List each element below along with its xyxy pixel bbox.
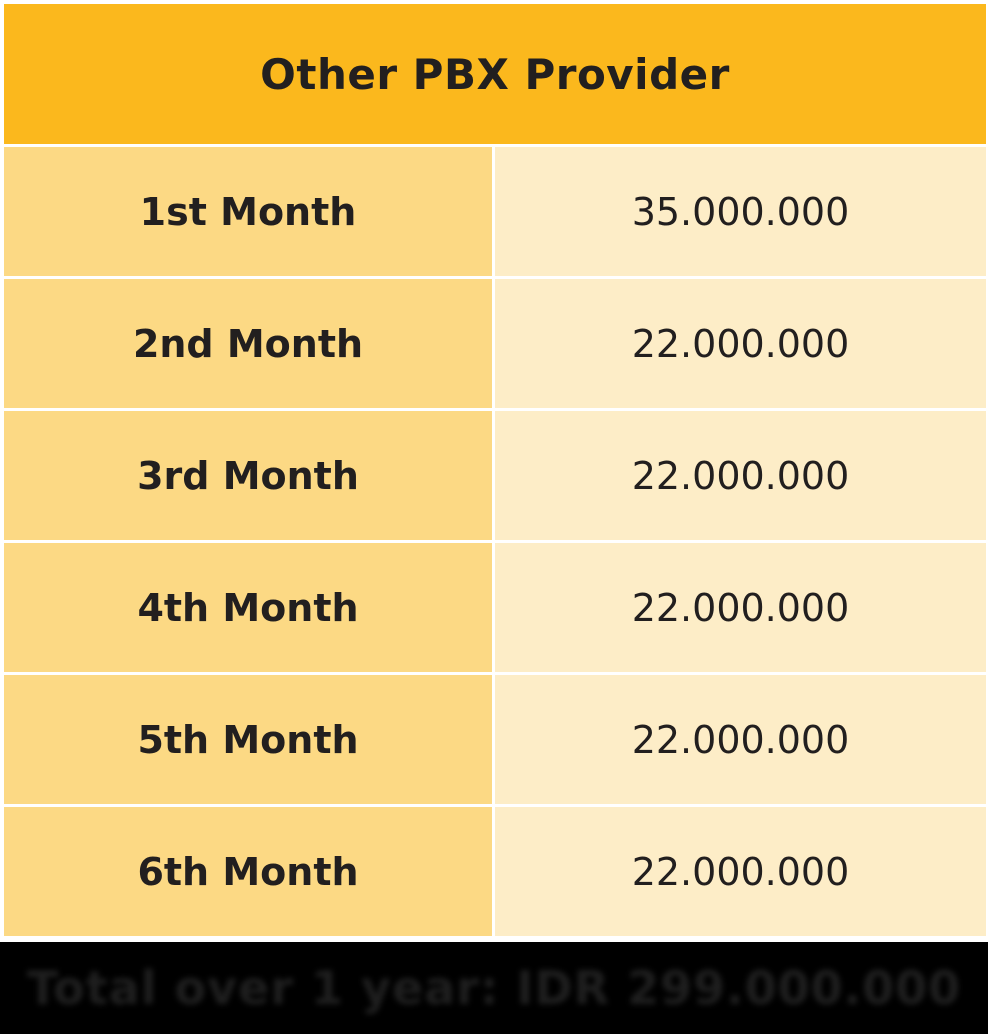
- month-cost: 35.000.000: [495, 147, 986, 276]
- table-title: Other PBX Provider: [260, 49, 730, 99]
- month-label: 4th Month: [4, 543, 492, 672]
- month-label: 5th Month: [4, 675, 492, 804]
- month-cost: 22.000.000: [495, 543, 986, 672]
- month-label: 2nd Month: [4, 279, 492, 408]
- month-label: 1st Month: [4, 147, 492, 276]
- month-label: 3rd Month: [4, 411, 492, 540]
- month-cost: 22.000.000: [495, 807, 986, 936]
- table-row: 1st Month 35.000.000: [4, 147, 986, 276]
- table-row: 5th Month 22.000.000: [4, 675, 986, 804]
- table-row: 2nd Month 22.000.000: [4, 279, 986, 408]
- table-row: 3rd Month 22.000.000: [4, 411, 986, 540]
- month-cost: 22.000.000: [495, 675, 986, 804]
- month-label: 6th Month: [4, 807, 492, 936]
- pricing-table: Other PBX Provider 1st Month 35.000.000 …: [4, 4, 986, 938]
- table-header: Other PBX Provider: [4, 4, 986, 144]
- total-footer: Total over 1 year: IDR 299.000.000: [0, 942, 988, 1034]
- month-cost: 22.000.000: [495, 411, 986, 540]
- table-row: 4th Month 22.000.000: [4, 543, 986, 672]
- total-text: Total over 1 year: IDR 299.000.000: [26, 961, 962, 1015]
- month-cost: 22.000.000: [495, 279, 986, 408]
- table-row: 6th Month 22.000.000: [4, 807, 986, 936]
